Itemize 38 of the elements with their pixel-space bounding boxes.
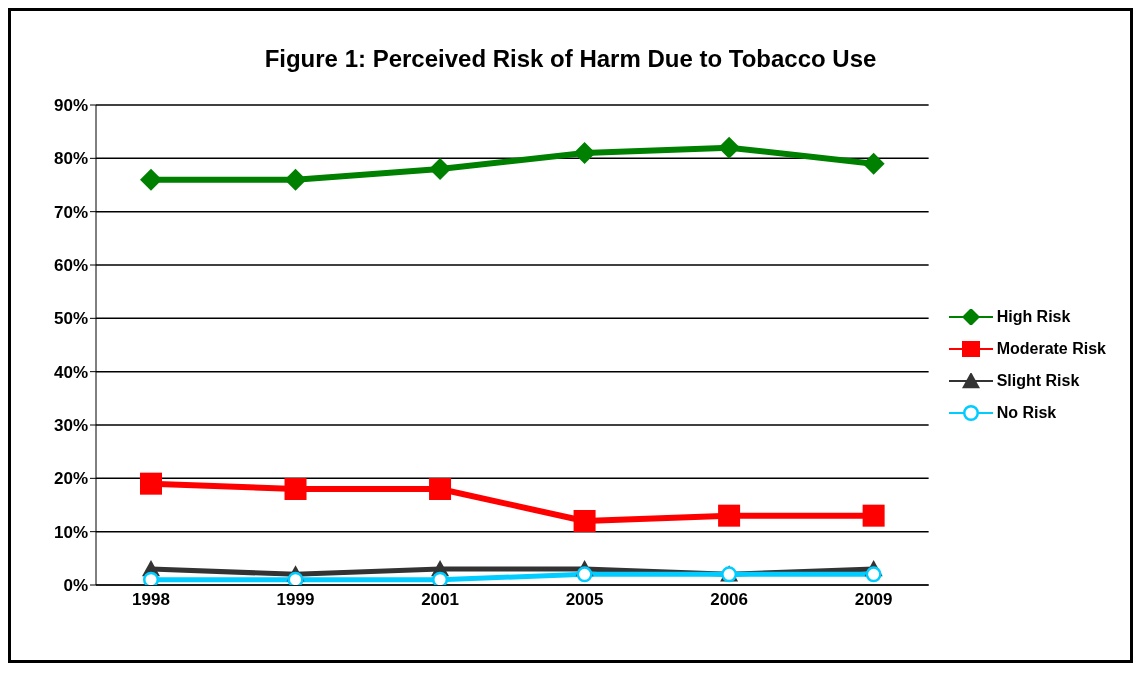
point bbox=[432, 571, 449, 585]
point bbox=[718, 504, 741, 527]
point bbox=[429, 478, 452, 500]
point bbox=[718, 136, 741, 159]
point bbox=[143, 571, 159, 585]
x-tick-label: 1998 bbox=[132, 590, 170, 610]
y-tick-label: 60% bbox=[53, 256, 88, 276]
point bbox=[865, 566, 882, 583]
point bbox=[140, 472, 162, 495]
point bbox=[284, 478, 307, 500]
point bbox=[287, 571, 304, 585]
x-tick-label: 2006 bbox=[710, 590, 749, 610]
y-tick-label: 30% bbox=[53, 416, 88, 436]
y-tick-label: 80% bbox=[53, 149, 88, 169]
point bbox=[140, 168, 162, 191]
legend-label: Slight Risk bbox=[996, 372, 1080, 390]
point bbox=[862, 504, 885, 527]
point bbox=[573, 510, 596, 532]
x-tick-label: 2001 bbox=[421, 590, 459, 610]
y-tick-label: 50% bbox=[53, 309, 88, 329]
x-tick-label: 2005 bbox=[565, 590, 604, 610]
y-tick-label: 90% bbox=[53, 96, 88, 116]
y-tick-label: 70% bbox=[53, 202, 88, 222]
point bbox=[429, 158, 452, 180]
x-tick-label: 2009 bbox=[854, 590, 893, 610]
point bbox=[576, 566, 593, 583]
y-tick-label: 20% bbox=[53, 469, 88, 489]
y-tick-label: 0% bbox=[63, 576, 88, 596]
point bbox=[862, 152, 885, 175]
point bbox=[573, 142, 596, 164]
chart-title: Figure 1: Perceived Risk of Harm Due to Tobacco Use bbox=[263, 45, 878, 74]
legend-label: High Risk bbox=[996, 308, 1071, 326]
y-tick-label: 40% bbox=[53, 362, 88, 382]
y-tick-label: 10% bbox=[53, 522, 88, 542]
legend-label: No Risk bbox=[996, 404, 1057, 422]
point bbox=[284, 168, 307, 191]
legend-label: Moderate Risk bbox=[996, 340, 1106, 358]
x-tick-label: 1999 bbox=[276, 590, 315, 610]
